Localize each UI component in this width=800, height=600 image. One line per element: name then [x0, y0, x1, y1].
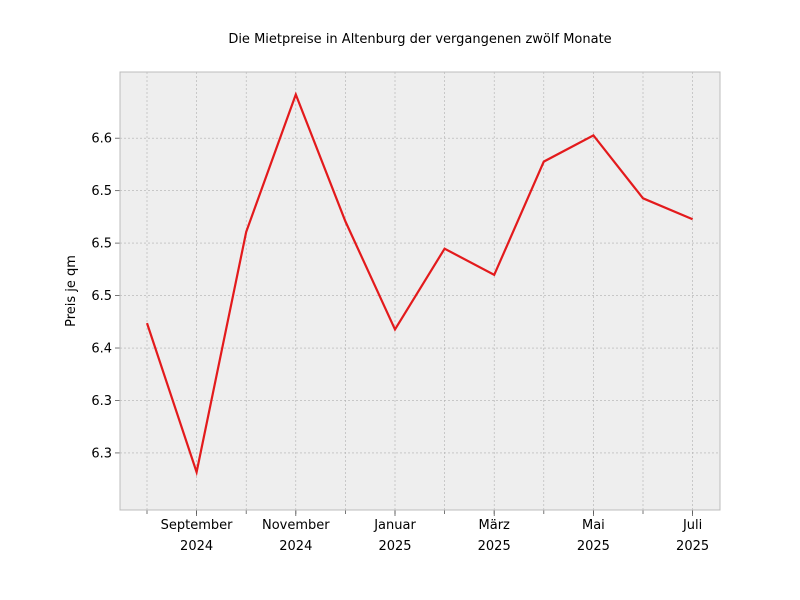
- y-tick-label: 6.5: [91, 184, 112, 199]
- x-tick-label-year: 2025: [676, 539, 709, 554]
- y-tick-label: 6.3: [91, 446, 112, 461]
- y-tick-label: 6.5: [91, 237, 112, 252]
- x-tick-label-year: 2025: [577, 539, 610, 554]
- y-tick-label: 6.3: [91, 394, 112, 409]
- plot-area: [120, 72, 720, 510]
- y-tick-label: 6.4: [91, 342, 112, 357]
- x-tick-label-year: 2025: [478, 539, 511, 554]
- x-tick-label-year: 2024: [180, 539, 213, 554]
- series-layer: [145, 91, 694, 477]
- grid-lines: [120, 72, 720, 510]
- x-tick-label-month: November: [262, 518, 330, 533]
- chart-title: Die Mietpreise in Altenburg der vergange…: [228, 32, 611, 47]
- x-axis: September 2024 November 2024 Januar 2025 März 2…: [146, 510, 709, 554]
- x-tick-label-month: März: [479, 518, 511, 533]
- x-tick-label-month: September: [161, 518, 234, 533]
- x-tick-label-month: Mai: [582, 518, 605, 533]
- series-line: [145, 91, 694, 477]
- x-tick-label-year: 2025: [378, 539, 411, 554]
- y-axis-label: Preis je qm: [64, 255, 79, 327]
- x-tick-label-year: 2024: [279, 539, 312, 554]
- y-tick-label: 6.5: [91, 289, 112, 304]
- x-tick-label-month: Januar: [373, 518, 416, 533]
- y-tick-label: 6.6: [91, 132, 112, 147]
- y-axis: 6.3 6.3 6.4 6.5 6.5 6.5 6.6: [91, 132, 120, 461]
- x-tick-label-month: Juli: [682, 518, 702, 533]
- plot-frame: [119, 71, 721, 511]
